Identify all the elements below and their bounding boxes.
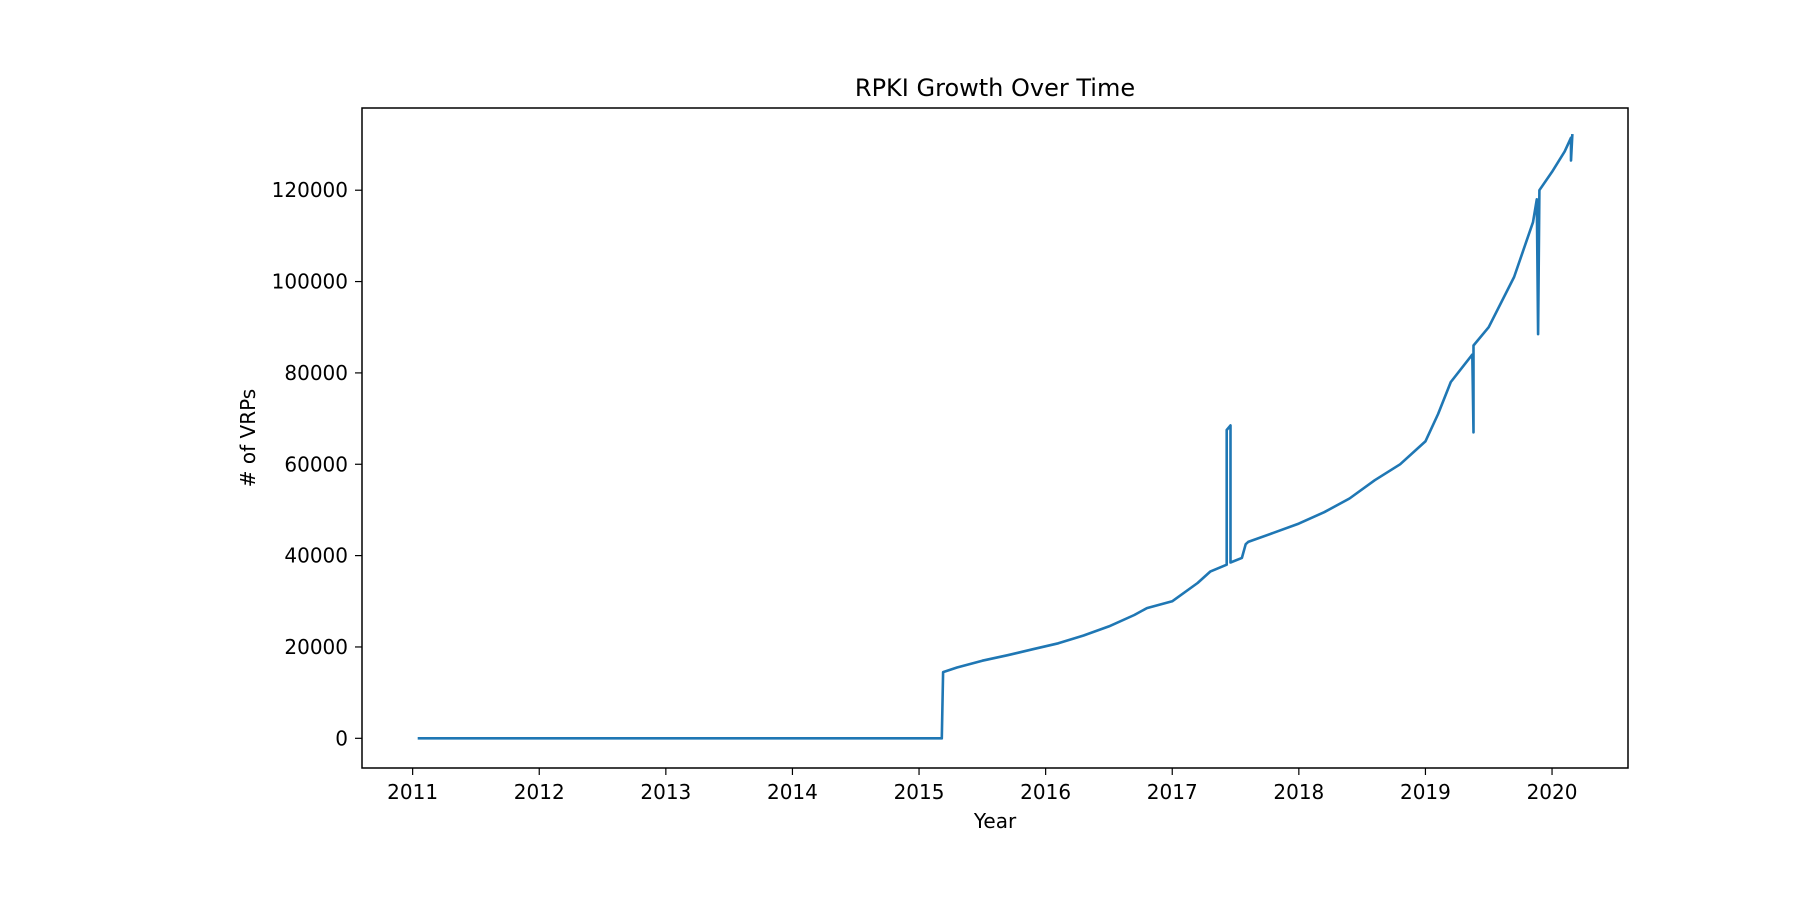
x-tick-label: 2018 <box>1273 780 1324 804</box>
y-axis-ticks: 0 20000 40000 60000 80000 100000 120000 <box>272 178 362 750</box>
chart-title: RPKI Growth Over Time <box>855 74 1135 102</box>
x-axis-title: Year <box>973 809 1017 833</box>
y-tick-label: 20000 <box>284 635 348 659</box>
y-tick-label: 80000 <box>284 361 348 385</box>
x-tick-label: 2015 <box>894 780 945 804</box>
x-tick-label: 2012 <box>514 780 565 804</box>
x-tick-label: 2011 <box>387 780 438 804</box>
x-axis-ticks: 2011 2012 2013 2014 2015 2016 2017 2018 2019 2020 <box>387 768 1577 804</box>
axes-frame <box>361 107 1629 769</box>
x-tick-label: 2017 <box>1147 780 1198 804</box>
x-tick-label: 2013 <box>640 780 691 804</box>
y-tick-label: 40000 <box>284 544 348 568</box>
y-tick-label: 120000 <box>272 178 348 202</box>
y-tick-label: 60000 <box>284 452 348 476</box>
x-tick-label: 2020 <box>1527 780 1578 804</box>
series-line <box>417 134 1574 740</box>
x-tick-label: 2019 <box>1400 780 1451 804</box>
y-tick-label: 0 <box>335 726 348 750</box>
y-tick-label: 100000 <box>272 270 348 294</box>
plot-area <box>417 134 1574 740</box>
x-tick-label: 2014 <box>767 780 818 804</box>
y-axis-title: # of VRPs <box>236 389 260 487</box>
x-tick-label: 2016 <box>1020 780 1071 804</box>
